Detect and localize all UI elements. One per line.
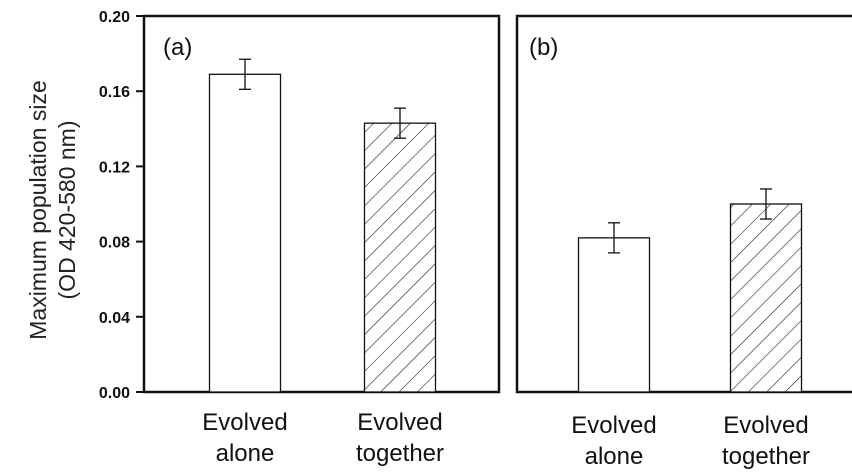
error-bar xyxy=(394,107,406,139)
error-bar xyxy=(608,222,620,254)
panel-b: (b) Evolved alone Evolved together xyxy=(515,14,852,470)
category-label: Evolved xyxy=(571,412,656,439)
category-label: Evolved xyxy=(723,412,808,439)
panel-a-frame xyxy=(142,14,501,394)
y-tick-label: 0.12 xyxy=(99,159,130,176)
category-label: Evolved xyxy=(357,409,442,436)
panel-b-bars xyxy=(577,188,803,393)
y-tick-label: 0.04 xyxy=(99,310,130,327)
y-axis-title-line2: (OD 420-580 nm) xyxy=(54,121,80,300)
y-axis-title-line1: Maximum population size xyxy=(25,80,51,340)
error-bar xyxy=(239,58,251,90)
y-tick-label: 0.16 xyxy=(99,84,130,101)
panel-b-label: (b) xyxy=(529,34,558,61)
y-tick-label: 0.08 xyxy=(99,235,130,252)
category-label: alone xyxy=(585,443,644,470)
bar xyxy=(729,203,803,393)
panel-a: (a) 0.00 0.04 0.08 0.12 0.16 0.20 Evolved alo… xyxy=(99,9,501,467)
panel-a-category-labels: Evolved alone Evolved together xyxy=(202,409,444,467)
bar xyxy=(208,73,282,393)
panel-b-frame xyxy=(515,14,852,394)
panel-a-bars xyxy=(208,58,437,393)
bar xyxy=(577,237,651,393)
y-tick-label: 0.00 xyxy=(99,385,130,402)
category-label: alone xyxy=(216,440,275,467)
panel-b-category-labels: Evolved alone Evolved together xyxy=(571,412,810,470)
bar xyxy=(363,122,437,393)
category-label: together xyxy=(722,443,810,470)
y-tick-label: 0.20 xyxy=(99,9,130,26)
category-label: together xyxy=(356,440,444,467)
panel-a-label: (a) xyxy=(163,34,192,61)
error-bar xyxy=(760,188,772,220)
y-axis-title: Maximum population size (OD 420-580 nm) xyxy=(25,80,80,340)
category-label: Evolved xyxy=(202,409,287,436)
y-axis-ticks: 0.00 0.04 0.08 0.12 0.16 0.20 xyxy=(99,9,144,402)
